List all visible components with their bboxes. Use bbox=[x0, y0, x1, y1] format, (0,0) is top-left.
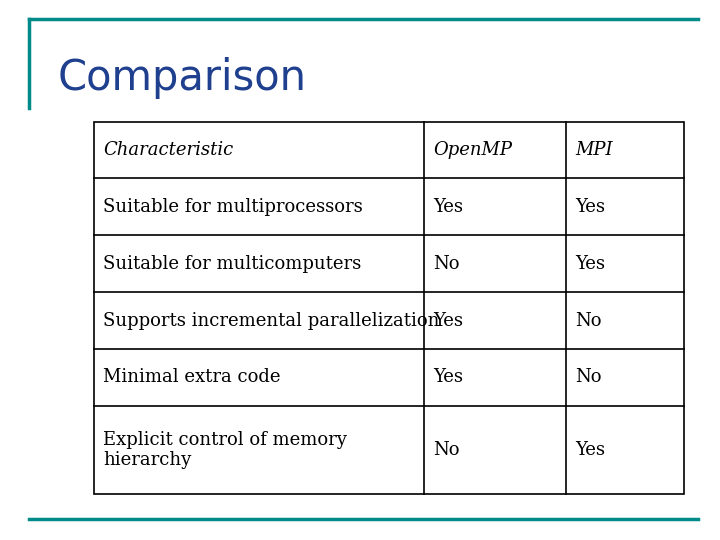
Text: Yes: Yes bbox=[575, 198, 606, 216]
Text: Yes: Yes bbox=[433, 312, 464, 329]
Text: No: No bbox=[433, 441, 460, 459]
Text: Yes: Yes bbox=[433, 198, 464, 216]
Text: Suitable for multiprocessors: Suitable for multiprocessors bbox=[103, 198, 363, 216]
Text: Yes: Yes bbox=[575, 441, 606, 459]
Text: Yes: Yes bbox=[433, 368, 464, 387]
Text: No: No bbox=[575, 312, 602, 329]
Text: Minimal extra code: Minimal extra code bbox=[103, 368, 281, 387]
Text: No: No bbox=[433, 255, 460, 273]
Text: OpenMP: OpenMP bbox=[433, 141, 513, 159]
Text: MPI: MPI bbox=[575, 141, 613, 159]
Text: Yes: Yes bbox=[575, 255, 606, 273]
Text: Comparison: Comparison bbox=[58, 57, 307, 99]
Text: Suitable for multicomputers: Suitable for multicomputers bbox=[103, 255, 361, 273]
Text: No: No bbox=[575, 368, 602, 387]
Text: Supports incremental parallelization: Supports incremental parallelization bbox=[103, 312, 439, 329]
Text: Characteristic: Characteristic bbox=[103, 141, 233, 159]
Text: Explicit control of memory
hierarchy: Explicit control of memory hierarchy bbox=[103, 430, 347, 469]
